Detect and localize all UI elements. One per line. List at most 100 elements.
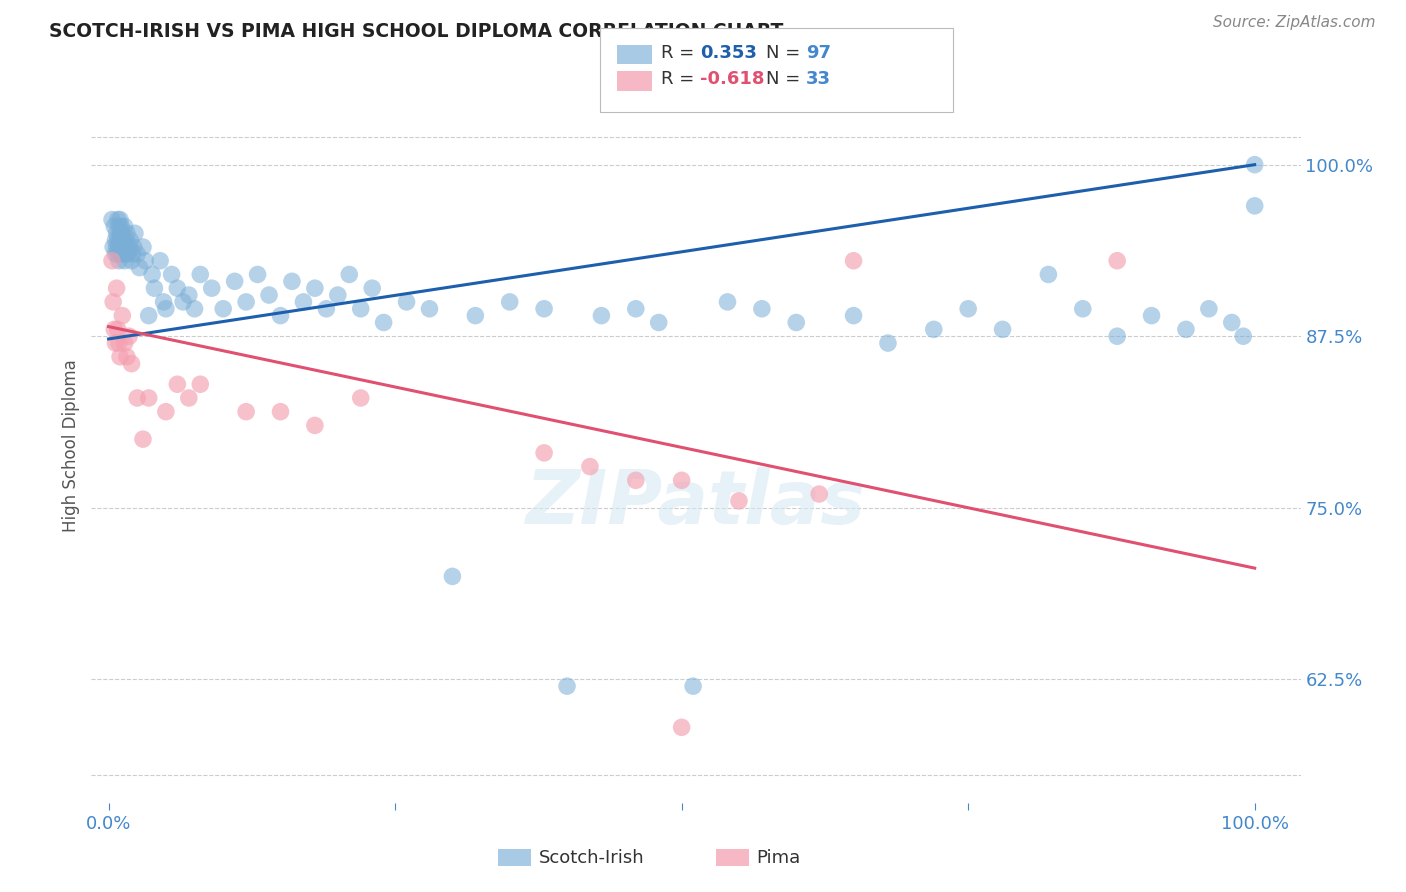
Point [107,212,129,227]
Point [922,322,945,336]
Point [361,281,384,295]
Point [122,240,145,254]
Point [212,301,235,316]
Point [103,322,125,336]
Point [101,294,124,309]
Point [105,227,128,241]
Point [108,350,131,364]
Y-axis label: High School Diploma: High School Diploma [62,359,80,533]
Point [127,391,149,405]
Point [304,281,326,295]
Point [108,219,131,234]
Point [1071,301,1094,316]
Point [624,301,647,316]
Point [183,301,205,316]
Point [441,569,464,583]
Point [648,316,671,330]
Point [716,294,738,309]
Point [118,240,141,254]
Point [304,418,326,433]
Point [188,268,211,282]
Point [107,322,129,336]
Point [373,316,395,330]
Point [114,233,136,247]
Point [337,268,360,282]
Point [533,301,555,316]
Point [270,405,292,419]
Point [270,309,292,323]
Point [957,301,980,316]
Point [152,294,174,309]
Point [114,219,136,234]
Point [808,487,831,501]
Point [671,720,693,734]
Point [842,253,865,268]
Point [624,473,647,487]
Text: R =: R = [661,70,695,88]
Point [326,288,349,302]
Point [138,391,160,405]
Point [464,309,486,323]
Point [108,253,131,268]
Point [785,316,807,330]
Point [104,247,127,261]
Point [101,240,124,254]
Point [591,309,613,323]
Point [115,350,138,364]
Text: R =: R = [661,44,695,62]
Point [138,309,160,323]
Point [671,473,693,487]
Text: 33: 33 [806,70,831,88]
Point [395,294,418,309]
Point [499,294,522,309]
Point [555,679,578,693]
Point [114,336,136,351]
Point [121,253,143,268]
Text: 0.353: 0.353 [700,44,756,62]
Point [315,301,337,316]
Point [132,432,155,446]
Point [155,405,177,419]
Point [1174,322,1197,336]
Point [235,294,257,309]
Point [991,322,1014,336]
Point [418,301,440,316]
Point [257,288,280,302]
Point [114,253,136,268]
Point [134,253,156,268]
Point [104,233,127,247]
Point [110,240,132,254]
Point [141,268,163,282]
Point [235,405,257,419]
Text: Pima: Pima [756,848,800,867]
Point [201,281,224,295]
Point [108,227,131,241]
Point [877,336,900,351]
Point [160,268,183,282]
Point [105,240,128,254]
Point [108,233,131,247]
Point [132,240,155,254]
Point [108,336,131,351]
Point [118,329,141,343]
Point [121,247,143,261]
Point [1198,301,1220,316]
Point [111,227,134,241]
Point [110,219,132,234]
Point [350,391,373,405]
Text: N =: N = [766,70,800,88]
Point [1220,316,1243,330]
Point [188,377,211,392]
Point [105,281,128,295]
Point [108,240,131,254]
Point [112,240,135,254]
Point [155,301,177,316]
Point [115,240,138,254]
Point [107,247,129,261]
Point [108,212,131,227]
Point [1140,309,1163,323]
Point [149,253,172,268]
Text: Scotch-Irish: Scotch-Irish [538,848,644,867]
Point [101,253,124,268]
Point [1038,268,1060,282]
